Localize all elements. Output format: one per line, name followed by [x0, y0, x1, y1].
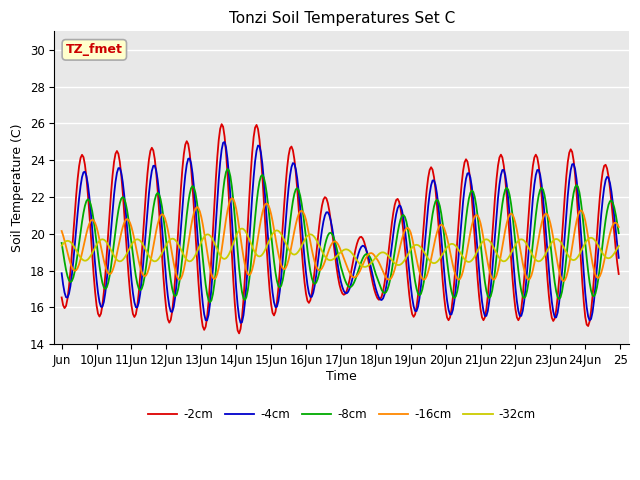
- -32cm: [238, 226, 246, 231]
- Text: TZ_fmet: TZ_fmet: [66, 43, 123, 56]
- -4cm: [237, 320, 244, 326]
- -8cm: [58, 240, 65, 246]
- Line: -2cm: -2cm: [61, 124, 619, 334]
- -32cm: [360, 264, 368, 270]
- -4cm: [348, 281, 355, 287]
- -8cm: [348, 284, 355, 289]
- -32cm: [458, 252, 465, 258]
- -2cm: [613, 260, 621, 266]
- -8cm: [613, 221, 621, 227]
- -2cm: [77, 155, 84, 161]
- -32cm: [94, 240, 102, 245]
- -4cm: [615, 255, 623, 261]
- Line: -8cm: -8cm: [61, 169, 619, 302]
- -2cm: [58, 295, 65, 300]
- Line: -4cm: -4cm: [61, 142, 619, 323]
- Title: Tonzi Soil Temperatures Set C: Tonzi Soil Temperatures Set C: [228, 11, 455, 26]
- -16cm: [613, 221, 621, 227]
- Line: -32cm: -32cm: [61, 228, 619, 267]
- -32cm: [541, 253, 548, 259]
- -16cm: [58, 228, 65, 234]
- -2cm: [348, 269, 355, 275]
- -2cm: [94, 311, 102, 317]
- -4cm: [541, 212, 548, 217]
- -16cm: [559, 278, 567, 284]
- -16cm: [615, 224, 623, 230]
- -32cm: [613, 246, 621, 252]
- -8cm: [541, 192, 548, 198]
- -4cm: [458, 215, 465, 221]
- Y-axis label: Soil Temperature (C): Soil Temperature (C): [11, 123, 24, 252]
- -4cm: [58, 270, 65, 276]
- -32cm: [615, 243, 623, 249]
- -2cm: [458, 181, 465, 187]
- -16cm: [346, 270, 353, 276]
- -8cm: [615, 230, 623, 236]
- Line: -16cm: -16cm: [61, 198, 619, 281]
- X-axis label: Time: Time: [326, 370, 357, 383]
- -4cm: [94, 290, 102, 296]
- -8cm: [458, 257, 465, 263]
- -8cm: [206, 300, 214, 305]
- -8cm: [94, 252, 102, 258]
- -16cm: [228, 195, 236, 201]
- Legend: -2cm, -4cm, -8cm, -16cm, -32cm: -2cm, -4cm, -8cm, -16cm, -32cm: [143, 403, 540, 426]
- -16cm: [77, 256, 84, 262]
- -2cm: [615, 271, 623, 277]
- -4cm: [221, 139, 228, 145]
- -8cm: [223, 166, 231, 172]
- -32cm: [346, 248, 353, 254]
- -4cm: [613, 242, 621, 248]
- -16cm: [456, 276, 464, 282]
- -8cm: [77, 229, 84, 235]
- -16cm: [540, 215, 547, 221]
- -32cm: [58, 243, 65, 249]
- -4cm: [77, 183, 84, 189]
- -32cm: [77, 254, 84, 260]
- -2cm: [218, 121, 225, 127]
- -2cm: [541, 235, 548, 240]
- -2cm: [236, 331, 243, 336]
- -16cm: [94, 230, 102, 236]
